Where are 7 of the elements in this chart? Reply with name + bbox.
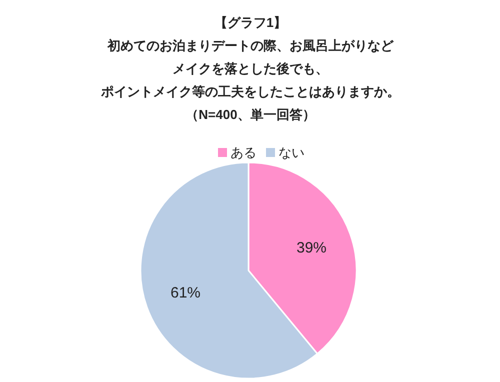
legend-label: ない (278, 145, 304, 160)
text: （N=400、単一回答） (186, 107, 316, 122)
chart-subtitle: 初めてのお泊まりデートの際、お風呂上がりなどメイクを落とした後でも、ポイントメイク等の工夫をしたことはありますか。 (100, 38, 400, 99)
chart-title: 【グラフ1】 (214, 15, 287, 30)
data-label: 61% (170, 284, 201, 302)
data-label: 39% (296, 239, 327, 256)
legend-label: ある (230, 145, 256, 160)
